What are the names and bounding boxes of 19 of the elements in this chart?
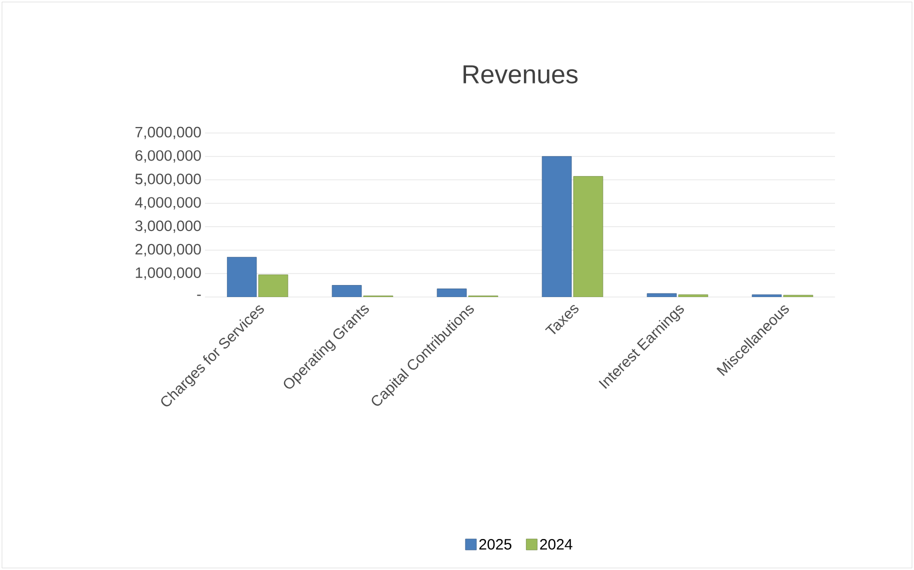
y-tick-label: 7,000,000 [136,126,201,140]
y-tick-label: - [197,294,201,296]
bar [436,288,467,297]
chart-title: Revenues [464,65,578,84]
y-tick-label: 5,000,000 [135,174,201,186]
bar [542,156,572,297]
bar [752,294,782,297]
bar [573,176,604,297]
bar [226,256,257,297]
legend-label: 2024 [540,538,572,550]
bar [332,285,362,297]
y-tick-label: 1,000,000 [136,267,201,280]
y-tick-label: 2,000,000 [135,244,201,256]
legend-label: 2025 [479,538,512,550]
y-tick-label: 4,000,000 [135,197,201,210]
y-tick-label: 3,000,000 [135,220,201,233]
y-tick-label: 6,000,000 [136,150,201,163]
bar [646,293,677,297]
bar [258,274,288,297]
